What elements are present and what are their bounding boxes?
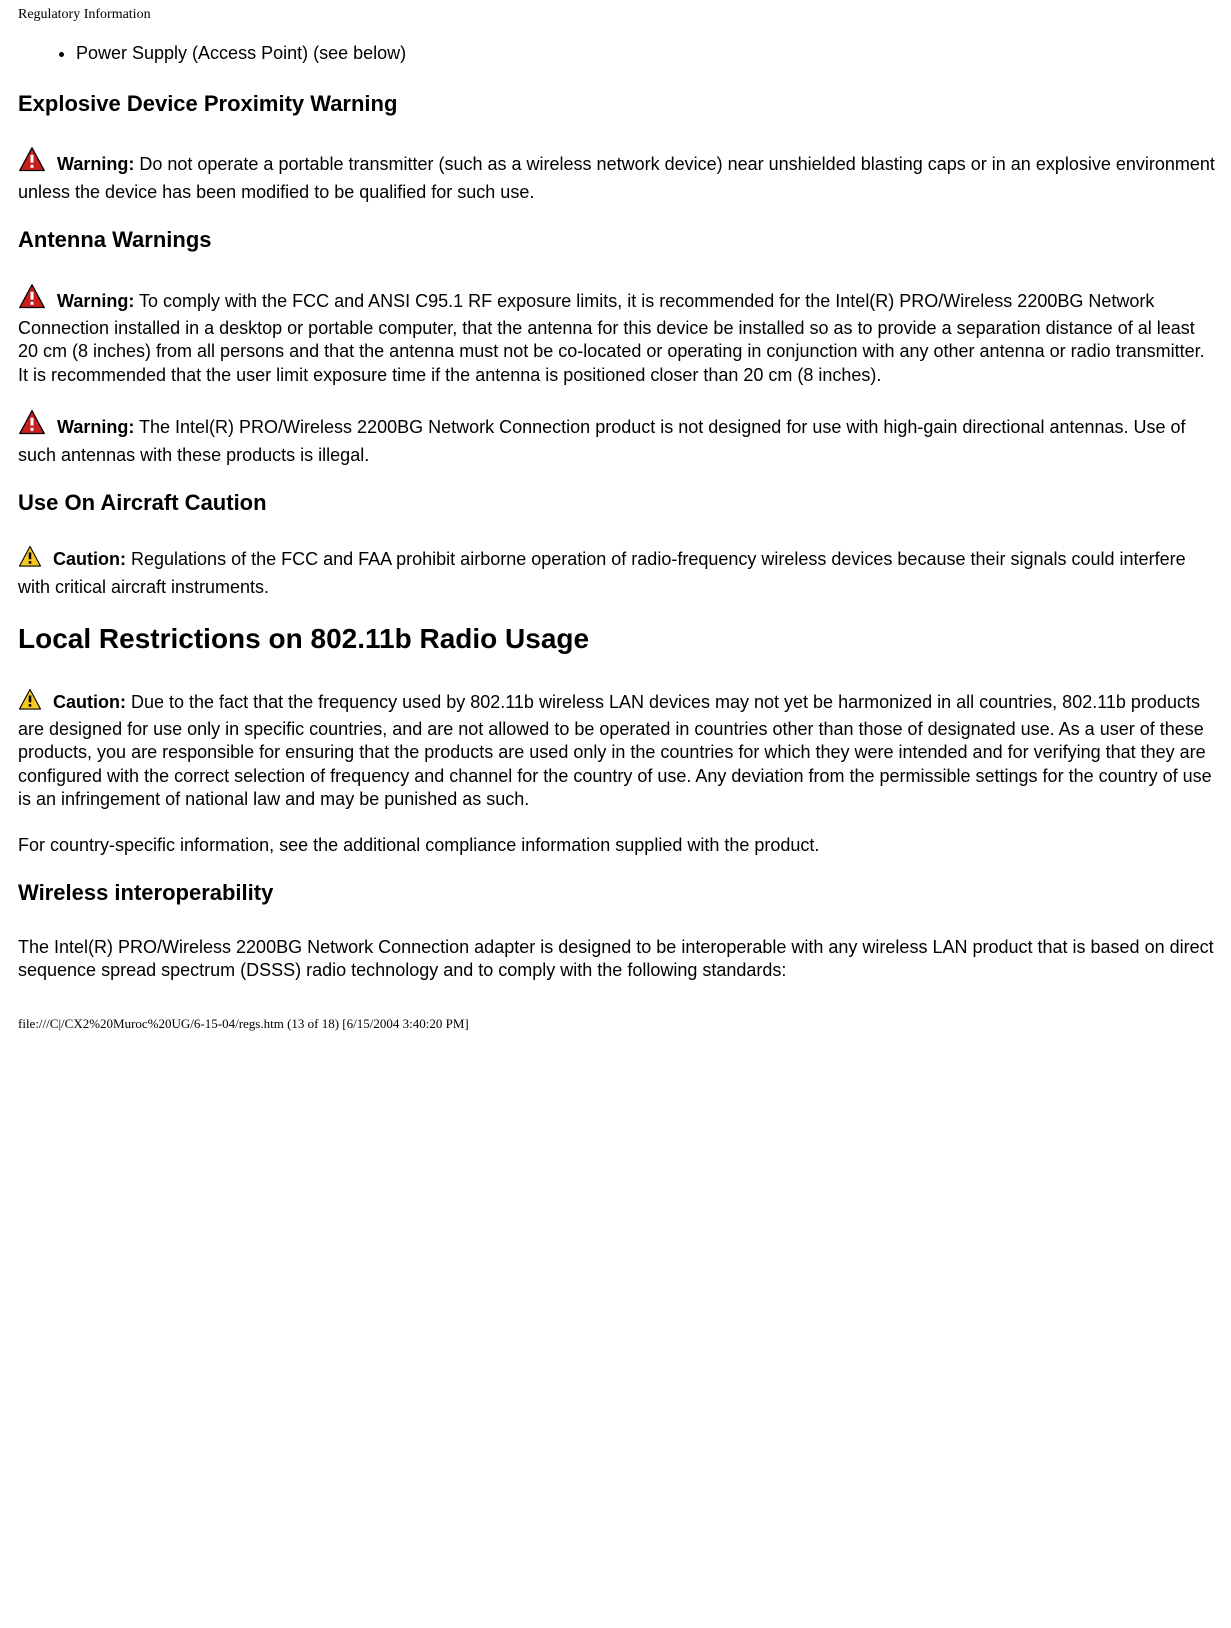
footer-path: file:///C|/CX2%20Muroc%20UG/6-15-04/regs…: [18, 1016, 1215, 1033]
paragraph-aircraft-caut: Caution: Regulations of the FCC and FAA …: [18, 545, 1215, 599]
caution-icon: [18, 688, 42, 718]
warning-label: Warning:: [57, 291, 134, 311]
warning-icon: [18, 283, 46, 317]
caution-icon: [18, 545, 42, 575]
warning-text: The Intel(R) PRO/Wireless 2200BG Network…: [18, 417, 1186, 464]
warning-text: To comply with the FCC and ANSI C95.1 RF…: [18, 291, 1205, 385]
heading-antenna: Antenna Warnings: [18, 226, 1215, 255]
heading-explosive: Explosive Device Proximity Warning: [18, 90, 1215, 119]
heading-local: Local Restrictions on 802.11b Radio Usag…: [18, 621, 1215, 657]
caution-label: Caution:: [53, 692, 126, 712]
caution-text: Regulations of the FCC and FAA prohibit …: [18, 549, 1186, 596]
caution-label: Caution:: [53, 549, 126, 569]
list-item: Power Supply (Access Point) (see below): [76, 42, 1215, 65]
paragraph-antenna-warn2: Warning: The Intel(R) PRO/Wireless 2200B…: [18, 409, 1215, 467]
warning-label: Warning:: [57, 417, 134, 437]
warning-label: Warning:: [57, 154, 134, 174]
heading-aircraft: Use On Aircraft Caution: [18, 489, 1215, 518]
paragraph-local-caut: Caution: Due to the fact that the freque…: [18, 688, 1215, 812]
warning-text: Do not operate a portable transmitter (s…: [18, 154, 1215, 201]
paragraph-interop: The Intel(R) PRO/Wireless 2200BG Network…: [18, 936, 1215, 983]
heading-interop: Wireless interoperability: [18, 879, 1215, 908]
bullet-list: Power Supply (Access Point) (see below): [18, 42, 1215, 65]
warning-icon: [18, 146, 46, 180]
caution-text: Due to the fact that the frequency used …: [18, 692, 1212, 810]
warning-icon: [18, 409, 46, 443]
paragraph-antenna-warn1: Warning: To comply with the FCC and ANSI…: [18, 283, 1215, 388]
page-header-title: Regulatory Information: [18, 6, 1215, 24]
paragraph-local-info: For country-specific information, see th…: [18, 834, 1215, 857]
paragraph-explosive-warn: Warning: Do not operate a portable trans…: [18, 146, 1215, 204]
